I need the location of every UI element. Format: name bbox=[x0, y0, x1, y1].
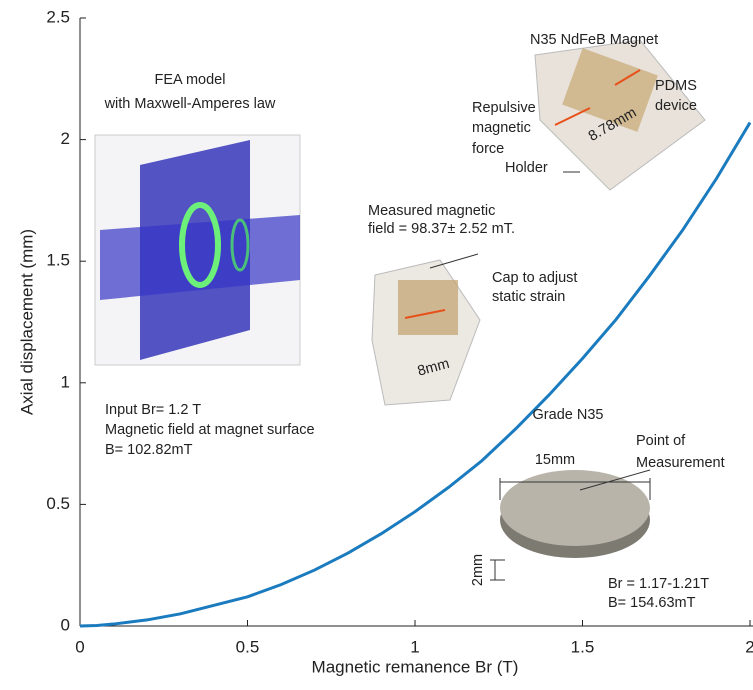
annotation: device bbox=[655, 98, 697, 114]
y-axis-label: Axial displacement (mm) bbox=[17, 229, 36, 415]
annotation: Measured magnetic bbox=[368, 203, 495, 219]
chart: Magnetic remanence Br (T) Axial displace… bbox=[0, 0, 753, 690]
x-tick-label: 1 bbox=[410, 637, 419, 656]
annotation: B= 154.63mT bbox=[608, 595, 696, 611]
annotation: PDMS bbox=[655, 78, 697, 94]
annotation: Magnetic field at magnet surface bbox=[105, 422, 315, 438]
annotation: Holder bbox=[505, 160, 548, 176]
x-axis-label: Magnetic remanence Br (T) bbox=[312, 657, 519, 676]
cap-image bbox=[372, 260, 480, 405]
annotation: 15mm bbox=[535, 452, 575, 468]
x-tick-label: 0 bbox=[75, 637, 84, 656]
annotation: field = 98.37± 2.52 mT. bbox=[368, 221, 515, 237]
annotation: N35 NdFeB Magnet bbox=[530, 32, 658, 48]
y-tick-label: 0.5 bbox=[46, 494, 70, 513]
y-tick-label: 2 bbox=[61, 129, 70, 148]
x-tick-label: 0.5 bbox=[236, 637, 260, 656]
annotation: force bbox=[472, 141, 504, 157]
y-tick-label: 1 bbox=[61, 372, 70, 391]
annotation: B= 102.82mT bbox=[105, 442, 193, 458]
y-tick-label: 2.5 bbox=[46, 7, 70, 26]
x-tick-label: 2 bbox=[745, 637, 753, 656]
magnet-image bbox=[490, 470, 650, 580]
annotation: Br = 1.17-1.21T bbox=[608, 576, 709, 592]
annotation: static strain bbox=[492, 289, 565, 305]
annotation: Point of bbox=[636, 433, 686, 449]
y-tick-label: 0 bbox=[61, 615, 70, 634]
y-tick-label: 1.5 bbox=[46, 251, 70, 270]
annotation: FEA model bbox=[155, 72, 226, 88]
x-tick-label: 1.5 bbox=[571, 637, 595, 656]
annotation: Input Br= 1.2 T bbox=[105, 402, 201, 418]
annotation: Cap to adjust bbox=[492, 270, 577, 286]
annotation: magnetic bbox=[472, 120, 531, 136]
annotation: Repulsive bbox=[472, 100, 536, 116]
annotation: Measurement bbox=[636, 455, 725, 471]
fea-model-image bbox=[95, 135, 300, 365]
annotation: Grade N35 bbox=[533, 407, 604, 423]
annotation: with Maxwell-Amperes law bbox=[104, 96, 276, 112]
annotation: 2mm bbox=[470, 554, 486, 586]
